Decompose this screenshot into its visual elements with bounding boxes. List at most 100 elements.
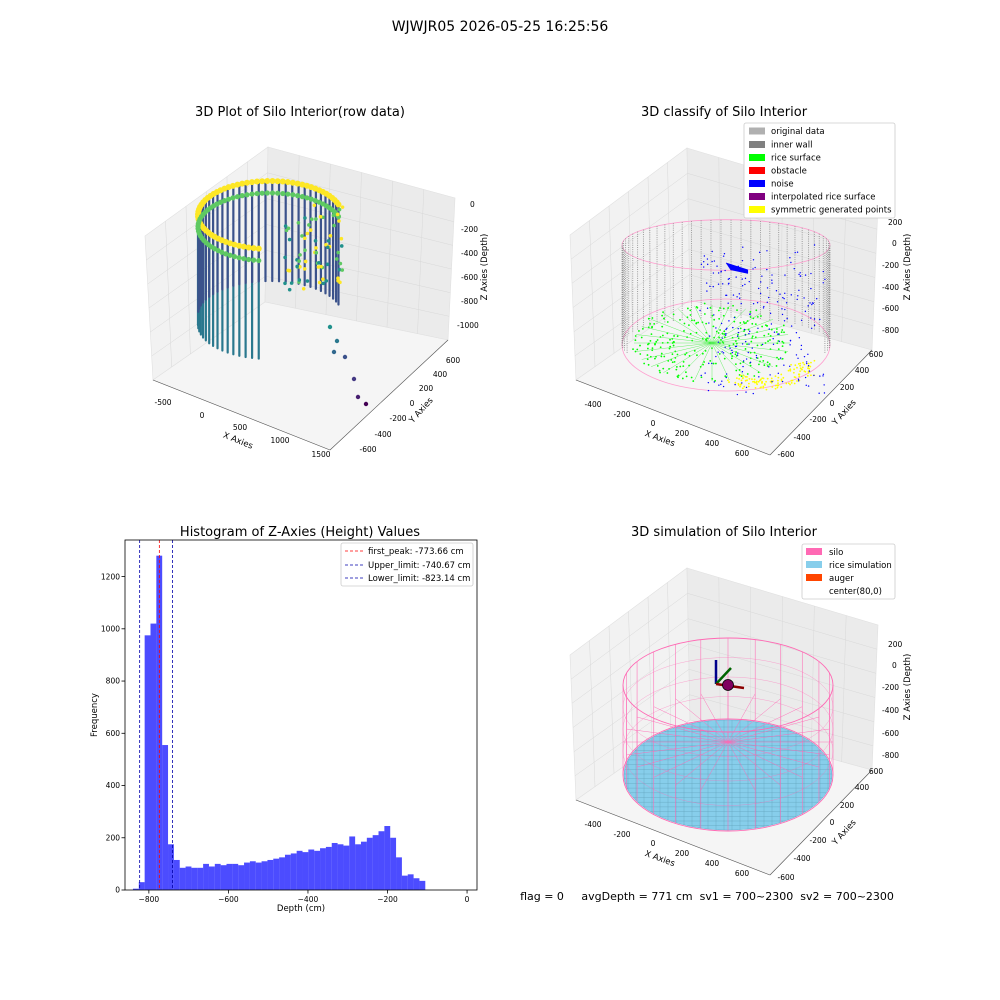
rice-surface-point: [683, 330, 685, 332]
z-tick-labels: 0 -200 -400 -600 -800 -1000: [457, 200, 479, 330]
symmetric-point: [761, 377, 764, 380]
noise-point: [732, 326, 734, 329]
legend-item: silo: [806, 548, 843, 558]
symmetric-point: [794, 376, 797, 379]
symmetric-point: [766, 377, 769, 380]
data-point: [283, 281, 287, 286]
silo-top-outline: [621, 219, 831, 271]
silo-ring: [622, 657, 834, 757]
histogram-bar: [290, 853, 297, 890]
rice-surface-point: [693, 319, 696, 322]
data-point: [244, 179, 251, 186]
noise-point: [769, 374, 771, 376]
symmetric-point: [777, 376, 780, 379]
rice-surface-ray: [678, 308, 713, 344]
noise-point: [772, 338, 774, 340]
symmetric-point: [796, 380, 798, 382]
data-point: [314, 217, 318, 221]
rice-surface-ray: [694, 342, 713, 381]
symmetric-point: [810, 374, 812, 377]
data-point: [218, 199, 224, 205]
noise-point: [711, 260, 713, 263]
y-tick-labels: -600 -400 -200 0 200 400 600: [359, 356, 460, 454]
noise-point: [790, 294, 792, 296]
symmetric-point: [726, 379, 729, 382]
rice-surface-point: [634, 339, 637, 342]
rice-surface-point: [703, 361, 706, 363]
y-tick-label: 200: [106, 833, 121, 842]
symmetric-point: [760, 386, 762, 389]
panel-title: 3D Plot of Silo Interior(row data): [195, 105, 405, 120]
panel-raw-data: 3D Plot of Silo Interior(row data) -500 …: [144, 105, 490, 459]
silo-roof-line: [626, 741, 729, 756]
y-tick-label: 1000: [101, 625, 120, 634]
z-tick-labels: 200 0 -200 -400 -600 -800: [882, 218, 903, 335]
data-point: [338, 261, 343, 266]
rice-surface-point: [681, 377, 684, 380]
histogram-bar: [179, 867, 186, 890]
rice-surface-point: [679, 365, 682, 368]
noise-point: [768, 366, 770, 368]
noise-point: [769, 312, 772, 315]
symmetric-point: [780, 378, 783, 381]
x-axis-label: Depth (cm): [277, 904, 325, 914]
data-point: [303, 236, 307, 241]
noise-point: [739, 297, 741, 299]
data-point: [295, 193, 301, 199]
noise-point: [712, 285, 714, 288]
noise-point: [748, 332, 750, 335]
data-point: [303, 259, 308, 264]
noise-point: [713, 260, 716, 262]
noise-point: [706, 263, 709, 266]
data-point: [300, 234, 304, 238]
z-axis-label: Z Axies (Depth): [903, 234, 913, 301]
data-point: [331, 349, 337, 355]
noise-point: [711, 362, 713, 365]
data-point: [255, 245, 262, 252]
symmetric-point: [806, 374, 809, 377]
noise-point: [715, 355, 717, 358]
data-point: [314, 246, 318, 250]
legend-item: Upper_limit: -740.67 cm: [345, 561, 471, 571]
data-point: [301, 286, 306, 291]
histogram-bar: [302, 852, 309, 890]
noise-point: [721, 351, 723, 353]
noise-point: [755, 357, 758, 359]
rice-surface-ray: [711, 334, 789, 344]
noise-point: [706, 290, 708, 292]
noise-point: [737, 327, 739, 330]
histogram-bar: [419, 880, 426, 890]
rice-surface-point: [700, 376, 703, 379]
data-point: [327, 324, 333, 330]
rice-surface-point: [662, 311, 664, 314]
noise-point: [706, 258, 709, 260]
rice-surface-point: [695, 306, 698, 308]
grid-line: [667, 162, 672, 314]
histogram-bar: [197, 867, 204, 890]
symmetric-point: [799, 362, 802, 365]
noise-point: [819, 318, 821, 321]
symmetric-point: [793, 382, 796, 385]
x-tick-label: -200: [613, 830, 630, 839]
rice-surface-point: [646, 347, 649, 350]
legend-item: original data: [749, 127, 825, 137]
noise-point: [808, 370, 811, 372]
noise-point: [759, 251, 761, 254]
legend-frame: [340, 542, 474, 587]
rice-surface-point: [706, 337, 709, 340]
legend-frame: [743, 122, 896, 219]
symmetric-point: [803, 363, 806, 366]
noise-point: [782, 296, 784, 299]
rice-surface-point: [754, 323, 757, 326]
noise-point: [818, 392, 820, 394]
noise-point: [729, 347, 731, 349]
noise-point: [741, 382, 743, 384]
rice-surface-point: [636, 348, 639, 351]
histogram-bar: [138, 882, 145, 890]
noise-point: [736, 354, 739, 356]
histogram-bar: [384, 826, 391, 890]
silo-roof-line: [653, 706, 729, 743]
noise-point: [781, 380, 784, 383]
rice-surface-point: [634, 335, 637, 337]
